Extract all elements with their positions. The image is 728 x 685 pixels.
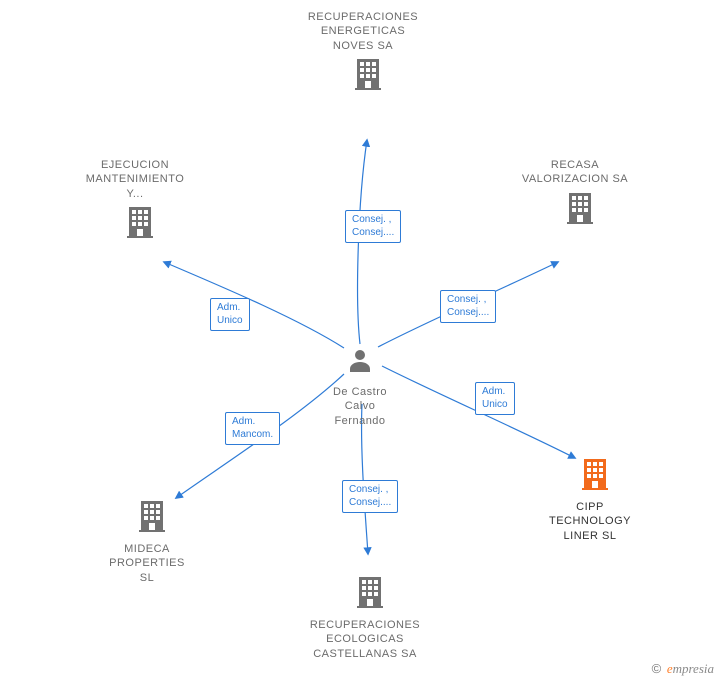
copyright-symbol: © (652, 661, 662, 676)
building-icon (353, 57, 383, 91)
center-label: De CastroCalvoFernando (320, 385, 400, 428)
watermark: © empresia (652, 661, 714, 677)
company-label: RECASAVALORIZACION SA (505, 158, 645, 187)
edge-label[interactable]: Adm.Unico (210, 298, 250, 331)
edge-arrow (164, 262, 344, 348)
company-node-ejecucion[interactable]: EJECUCIONMANTENIMIENTOY... (65, 158, 215, 244)
building-icon (565, 191, 595, 225)
center-person-node[interactable]: De CastroCalvoFernando (320, 348, 400, 428)
company-node-recup_eco[interactable]: RECUPERACIONESECOLOGICASCASTELLANAS SA (295, 575, 445, 661)
edge-label[interactable]: Adm.Unico (475, 382, 515, 415)
company-node-mideca[interactable]: MIDECAPROPERTIESSL (77, 499, 227, 585)
brand-rest: mpresia (673, 661, 714, 676)
company-label: MIDECAPROPERTIESSL (77, 542, 217, 585)
edge-label[interactable]: Consej. ,Consej.... (345, 210, 401, 243)
edge-label[interactable]: Consej. ,Consej.... (342, 480, 398, 513)
company-node-cipp[interactable]: CIPPTECHNOLOGYLINER SL (520, 457, 670, 543)
company-label: EJECUCIONMANTENIMIENTOY... (65, 158, 205, 201)
diagram-canvas: Consej. ,Consej.... Adm.Unico Consej. ,Con… (0, 0, 728, 685)
company-label: CIPPTECHNOLOGYLINER SL (520, 500, 660, 543)
building-icon (355, 575, 385, 609)
edge-label[interactable]: Adm.Mancom. (225, 412, 280, 445)
building-icon (125, 205, 155, 239)
company-node-recup_energ[interactable]: RECUPERACIONESENERGETICASNOVES SA (293, 10, 443, 96)
building-icon (580, 457, 610, 491)
person-icon (348, 363, 372, 380)
company-node-recasa[interactable]: RECASAVALORIZACION SA (505, 158, 655, 230)
company-label: RECUPERACIONESECOLOGICASCASTELLANAS SA (295, 618, 435, 661)
edge-label[interactable]: Consej. ,Consej.... (440, 290, 496, 323)
building-icon (137, 499, 167, 533)
company-label: RECUPERACIONESENERGETICASNOVES SA (293, 10, 433, 53)
